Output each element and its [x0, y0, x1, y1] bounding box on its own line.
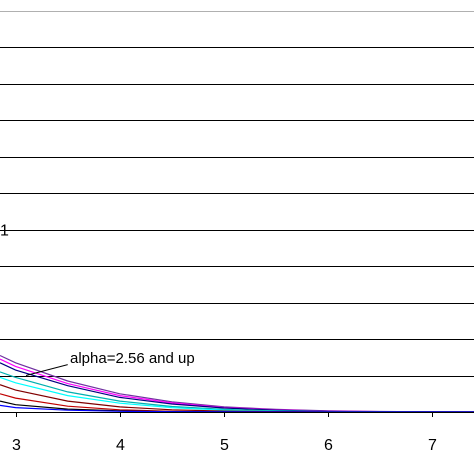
series-line-3	[0, 362, 474, 413]
x-tick-label-6: 6	[324, 437, 333, 454]
annotation-label: alpha=2.56 and up	[70, 350, 195, 367]
x-tick-label-5: 5	[220, 437, 229, 454]
x-tick-label-4: 4	[116, 437, 125, 454]
annotation-group: alpha=2.56 and up	[25, 350, 195, 377]
annotation-arrow	[25, 364, 68, 377]
gridlines	[0, 11, 474, 377]
x-axis: 3 4 5 6 7	[0, 412, 474, 454]
x-tick-label-3: 3	[12, 437, 21, 454]
series-lines	[0, 354, 474, 413]
series-line-2	[0, 358, 474, 413]
x-tick-label-7: 7	[428, 437, 437, 454]
y-tick-label-partial: 1	[0, 223, 9, 240]
